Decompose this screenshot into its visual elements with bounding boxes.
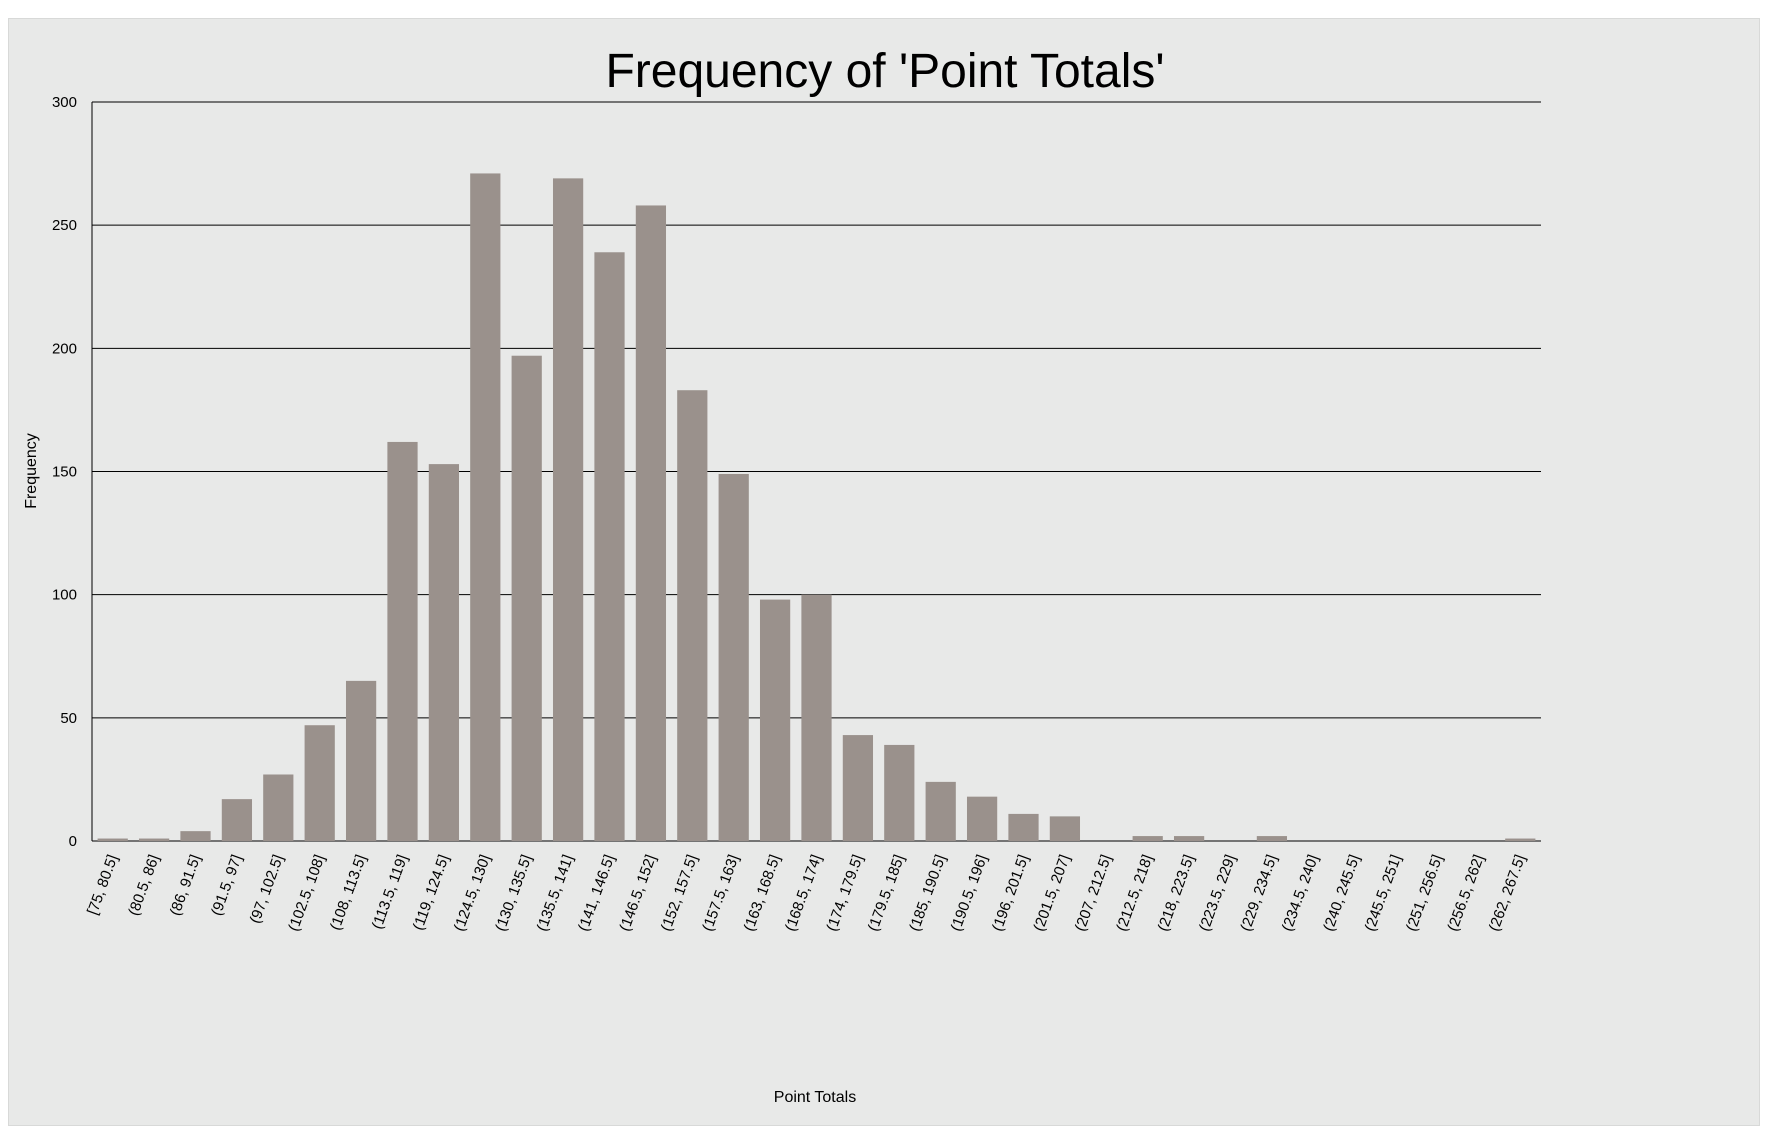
y-tick-label: 0 bbox=[69, 833, 77, 850]
y-axis-ticks: 0 50 100 150 200 250 300 bbox=[52, 94, 77, 850]
bar bbox=[966, 796, 998, 841]
y-tick-label: 250 bbox=[52, 217, 77, 234]
bar bbox=[635, 205, 667, 841]
bars bbox=[97, 173, 1536, 842]
x-tick-label: (119, 124.5] bbox=[410, 853, 453, 933]
x-tick-label: (135.5, 141] bbox=[534, 853, 577, 934]
bar bbox=[511, 355, 542, 841]
y-tick-label: 300 bbox=[52, 94, 77, 111]
bar bbox=[1132, 836, 1163, 841]
bar bbox=[925, 781, 956, 841]
x-tick-label: (124.5, 130] bbox=[451, 853, 494, 934]
x-tick-label: (240, 245.5] bbox=[1320, 853, 1363, 934]
bar bbox=[801, 594, 832, 841]
x-tick-label: [75, 80.5] bbox=[84, 853, 121, 918]
x-tick-label: (108, 113.5] bbox=[327, 853, 370, 933]
y-tick-label: 50 bbox=[60, 710, 77, 727]
bar bbox=[1256, 836, 1288, 841]
x-tick-label: (207, 212.5] bbox=[1072, 853, 1115, 934]
bar bbox=[1049, 816, 1081, 841]
x-tick-label: (229, 234.5] bbox=[1237, 853, 1280, 934]
bar bbox=[180, 831, 211, 841]
x-tick-label: (163, 168.5] bbox=[741, 853, 784, 934]
x-tick-label: (168.5, 174] bbox=[782, 853, 825, 934]
y-tick-label: 200 bbox=[52, 340, 77, 357]
y-tick-label: 100 bbox=[52, 587, 77, 604]
x-tick-label: (97, 102.5] bbox=[247, 853, 288, 926]
x-tick-label: (223.5, 229] bbox=[1196, 853, 1239, 934]
x-tick-label: (218, 223.5] bbox=[1155, 853, 1198, 934]
bar bbox=[345, 680, 377, 841]
x-tick-label: (201.5, 207] bbox=[1030, 853, 1073, 934]
x-tick-label: (102.5, 108] bbox=[285, 853, 328, 934]
chart-title: Frequency of 'Point Totals' bbox=[605, 45, 1164, 98]
x-tick-label: (212.5, 218] bbox=[1113, 853, 1156, 934]
y-tick-label: 150 bbox=[52, 464, 77, 481]
x-tick-label: (185, 190.5] bbox=[906, 853, 949, 934]
x-tick-label: (91.5, 97] bbox=[208, 853, 246, 918]
bar bbox=[387, 441, 418, 841]
x-tick-label: (179.5, 185] bbox=[865, 853, 908, 934]
x-tick-label: (174, 179.5] bbox=[823, 853, 866, 934]
bar bbox=[1173, 836, 1205, 841]
bar bbox=[97, 838, 128, 841]
chart-frame: Frequency of 'Point Totals' 0 50 100 150 200… bbox=[8, 18, 1760, 1126]
bar bbox=[1505, 838, 1536, 841]
x-tick-label: (245.5, 251] bbox=[1362, 853, 1405, 934]
x-tick-label: (80.5, 86] bbox=[125, 853, 163, 918]
x-tick-label: (234.5, 240] bbox=[1279, 853, 1322, 934]
bar bbox=[304, 725, 335, 841]
x-tick-label: (86, 91.5] bbox=[167, 853, 205, 918]
bar bbox=[759, 599, 791, 841]
bar bbox=[594, 252, 625, 842]
x-tick-label: (130, 135.5] bbox=[492, 853, 535, 934]
x-tick-label: (256.5, 262] bbox=[1444, 853, 1487, 934]
bar bbox=[470, 173, 501, 842]
x-tick-label: (157.5, 163] bbox=[699, 853, 742, 934]
x-tick-label: (262, 267.5] bbox=[1486, 853, 1529, 934]
x-tick-label: (190.5, 196] bbox=[948, 853, 991, 934]
bar bbox=[718, 473, 749, 841]
x-tick-label: (146.5, 152] bbox=[616, 853, 659, 934]
bar bbox=[221, 799, 253, 841]
bar bbox=[842, 735, 874, 841]
bar bbox=[884, 744, 915, 841]
y-axis-label: Frequency bbox=[23, 433, 40, 509]
bar bbox=[552, 178, 584, 841]
bar bbox=[428, 464, 460, 841]
bar bbox=[677, 390, 708, 841]
histogram-chart: Frequency of 'Point Totals' 0 50 100 150 200… bbox=[23, 45, 1541, 1106]
x-axis-label: Point Totals bbox=[774, 1089, 856, 1106]
x-axis-ticks: [75, 80.5] (80.5, 86] (86, 91.5] (91.5, 97]… bbox=[84, 853, 1529, 934]
bar bbox=[1008, 813, 1039, 841]
x-tick-label: (141, 146.5] bbox=[575, 853, 618, 934]
bar bbox=[263, 774, 294, 841]
x-tick-label: (196, 201.5] bbox=[989, 853, 1032, 934]
x-tick-label: (113.5, 119] bbox=[369, 853, 412, 932]
x-tick-label: (251, 256.5] bbox=[1403, 853, 1446, 934]
x-tick-label: (152, 157.5] bbox=[658, 853, 701, 934]
bar bbox=[138, 838, 170, 841]
